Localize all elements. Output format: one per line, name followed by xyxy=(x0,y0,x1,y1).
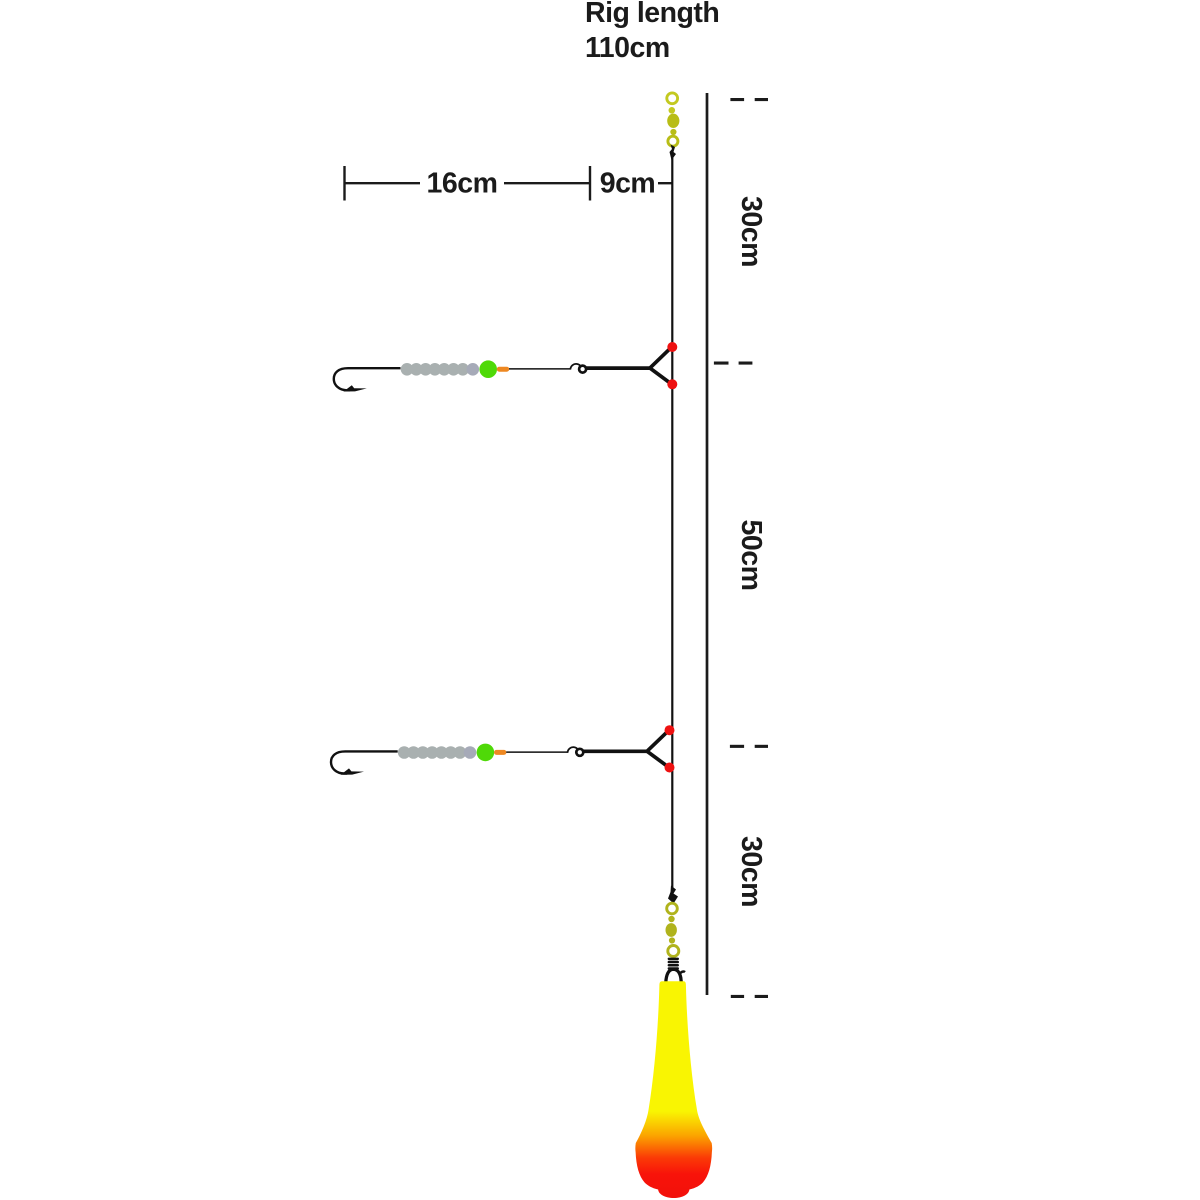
svg-text:Rig length: Rig length xyxy=(585,0,719,29)
svg-text:9cm: 9cm xyxy=(600,168,656,200)
svg-text:16cm: 16cm xyxy=(427,168,498,200)
svg-text:30cm: 30cm xyxy=(735,836,767,907)
svg-text:50cm: 50cm xyxy=(735,520,767,591)
svg-text:110cm: 110cm xyxy=(585,32,670,64)
svg-text:30cm: 30cm xyxy=(735,196,767,267)
